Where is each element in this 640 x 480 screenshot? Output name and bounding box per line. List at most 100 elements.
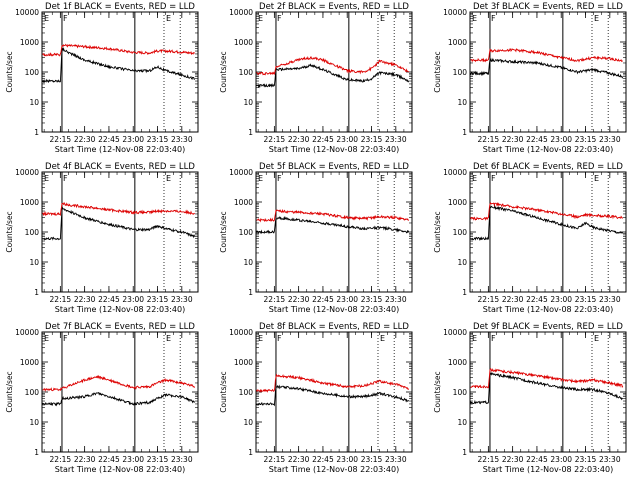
panel-title: Det 3f BLACK = Events, RED = LLD (473, 2, 623, 12)
x-tick-label: 23:15 (147, 455, 169, 464)
x-tick-label: 23:30 (599, 135, 621, 144)
plot-frame (255, 331, 413, 453)
y-tick-label: 10 (243, 258, 253, 267)
series-lld-line (470, 368, 624, 389)
series-events-line (470, 57, 624, 79)
x-tick-label: 23:30 (171, 455, 193, 464)
x-tick-label: 22:45 (312, 295, 334, 304)
annotation-letter: E (594, 14, 599, 23)
panel-det-2: Det 2f BLACK = Events, RED = LLD 1 10 100 10… (219, 2, 413, 154)
series-events-line (42, 391, 196, 407)
annotation-letter: F (491, 174, 496, 183)
x-tick-label: 23:00 (336, 455, 358, 464)
x-tick-label: 22:15 (478, 135, 500, 144)
y-tick-label: 1 (248, 288, 253, 297)
panel-det-7: Det 7f BLACK = Events, RED = LLD 1 10 100 10… (5, 322, 199, 474)
x-tick-label: 23:00 (550, 295, 572, 304)
x-tick-label: 22:45 (312, 455, 334, 464)
x-axis-label: Start Time (12-Nov-08 22:03:40) (55, 305, 185, 314)
x-tick-label: 22:30 (288, 135, 310, 144)
annotation-letter: F (277, 174, 282, 183)
y-axis-label: Counts/sec (433, 371, 442, 412)
panel-title: Det 6f BLACK = Events, RED = LLD (473, 162, 623, 172)
y-tick-label: 100 (25, 228, 40, 237)
x-tick-label: 22:30 (74, 295, 96, 304)
x-tick-label: 23:15 (575, 135, 597, 144)
x-tick-label: 22:15 (264, 455, 286, 464)
series-lld-line (42, 43, 196, 57)
series-events-line (256, 63, 410, 89)
x-tick-label: 23:00 (122, 295, 144, 304)
x-axis-label: Start Time (12-Nov-08 22:03:40) (269, 145, 399, 154)
x-tick-label: 22:15 (264, 295, 286, 304)
y-tick-label: 1 (34, 128, 39, 137)
plot-frame (41, 331, 199, 453)
x-tick-label: 23:30 (599, 295, 621, 304)
plot-frame (255, 171, 413, 293)
x-tick-label: 22:30 (502, 295, 524, 304)
series-lld-line (256, 373, 410, 394)
y-tick-label: 100 (25, 388, 40, 397)
x-tick-label: 23:30 (171, 135, 193, 144)
y-tick-label: 1000 (20, 38, 39, 47)
annotation-letter: E (594, 334, 599, 343)
x-tick-label: 23:15 (361, 455, 383, 464)
x-tick-label: 23:30 (385, 295, 407, 304)
x-tick-label: 23:15 (147, 295, 169, 304)
annotation-letter: E (166, 14, 171, 23)
x-tick-label: 22:15 (478, 455, 500, 464)
plot-frame (255, 11, 413, 133)
y-tick-label: 10 (457, 258, 467, 267)
panel-det-1: Det 1f BLACK = Events, RED = LLD 1 10 100 10… (5, 2, 199, 154)
x-axis-label: Start Time (12-Nov-08 22:03:40) (55, 145, 185, 154)
y-tick-label: 1 (34, 448, 39, 457)
y-tick-label: 10 (29, 258, 39, 267)
annotation-letter: E (472, 14, 477, 23)
x-tick-label: 23:15 (361, 295, 383, 304)
y-axis-label: Counts/sec (433, 211, 442, 252)
annotation-letter: F (63, 334, 68, 343)
y-tick-label: 10 (29, 418, 39, 427)
series-lld-line (256, 55, 410, 76)
x-tick-label: 22:45 (98, 135, 120, 144)
y-tick-label: 1000 (20, 358, 39, 367)
x-tick-label: 23:00 (550, 455, 572, 464)
y-tick-label: 1000 (448, 198, 467, 207)
x-tick-label: 22:15 (50, 455, 72, 464)
y-tick-label: 1000 (448, 358, 467, 367)
y-axis-label: Counts/sec (433, 51, 442, 92)
series-events-line (256, 215, 410, 235)
y-tick-label: 10000 (443, 8, 467, 17)
x-tick-label: 22:45 (98, 295, 120, 304)
y-tick-label: 1 (462, 288, 467, 297)
y-tick-label: 100 (453, 388, 468, 397)
panel-det-9: Det 9f BLACK = Events, RED = LLD 1 10 100 10… (433, 322, 627, 474)
y-tick-label: 100 (453, 228, 468, 237)
x-tick-label: 23:15 (575, 295, 597, 304)
x-tick-label: 22:30 (502, 135, 524, 144)
x-tick-label: 23:00 (336, 295, 358, 304)
y-tick-label: 1000 (448, 38, 467, 47)
x-tick-label: 23:15 (361, 135, 383, 144)
panel-det-3: Det 3f BLACK = Events, RED = LLD 1 10 100 10… (433, 2, 627, 154)
annotation-letter: E (472, 174, 477, 183)
panel-det-5: Det 5f BLACK = Events, RED = LLD 1 10 100 10… (219, 162, 413, 314)
annotation-letter: F (491, 334, 496, 343)
annotation-letter: E (594, 174, 599, 183)
panel-title: Det 8f BLACK = Events, RED = LLD (259, 322, 409, 332)
y-tick-label: 10000 (229, 328, 253, 337)
x-tick-label: 22:30 (288, 295, 310, 304)
y-tick-label: 1000 (234, 38, 253, 47)
series-events-line (42, 206, 196, 241)
y-axis-label: Counts/sec (5, 211, 14, 252)
series-lld-line (470, 48, 623, 63)
series-lld-line (42, 374, 196, 392)
series-events-line (42, 46, 196, 84)
x-tick-label: 22:45 (526, 455, 548, 464)
y-tick-label: 10000 (443, 168, 467, 177)
x-tick-label: 22:45 (312, 135, 334, 144)
annotation-letter: E (258, 14, 263, 23)
annotation-letter: F (491, 14, 496, 23)
x-tick-label: 23:30 (599, 455, 621, 464)
y-tick-label: 10000 (15, 8, 39, 17)
